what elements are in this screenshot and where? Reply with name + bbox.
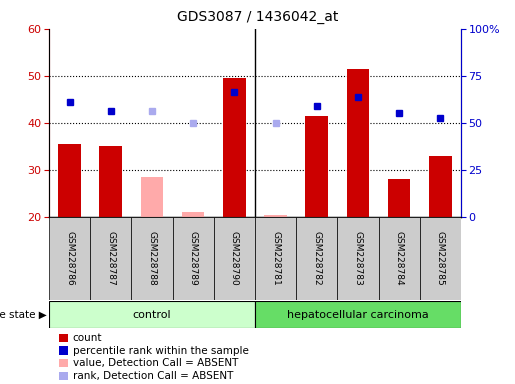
Text: GSM228787: GSM228787: [106, 231, 115, 286]
Text: rank, Detection Call = ABSENT: rank, Detection Call = ABSENT: [73, 371, 233, 381]
Bar: [99, 146, 122, 217]
Text: control: control: [133, 310, 171, 320]
Bar: [214, 217, 255, 300]
Bar: [131, 217, 173, 300]
Bar: [223, 78, 246, 217]
Text: count: count: [73, 333, 102, 343]
Text: percentile rank within the sample: percentile rank within the sample: [73, 346, 249, 356]
Bar: [49, 301, 255, 328]
Bar: [420, 217, 461, 300]
Text: GDS3087 / 1436042_at: GDS3087 / 1436042_at: [177, 10, 338, 23]
Text: disease state ▶: disease state ▶: [0, 310, 46, 320]
Bar: [58, 144, 81, 217]
Bar: [49, 217, 90, 300]
Text: GSM228786: GSM228786: [65, 231, 74, 286]
Bar: [388, 179, 410, 217]
Bar: [347, 69, 369, 217]
Bar: [264, 215, 287, 217]
Bar: [429, 156, 452, 217]
Text: hepatocellular carcinoma: hepatocellular carcinoma: [287, 310, 429, 320]
Bar: [173, 217, 214, 300]
Bar: [182, 212, 204, 217]
Bar: [296, 217, 337, 300]
Text: GSM228782: GSM228782: [312, 231, 321, 286]
Bar: [255, 301, 461, 328]
Text: GSM228789: GSM228789: [188, 231, 198, 286]
Bar: [379, 217, 420, 300]
Text: value, Detection Call = ABSENT: value, Detection Call = ABSENT: [73, 358, 238, 368]
Text: GSM228790: GSM228790: [230, 231, 239, 286]
Text: GSM228788: GSM228788: [147, 231, 157, 286]
Bar: [255, 217, 296, 300]
Text: GSM228784: GSM228784: [394, 231, 404, 286]
Bar: [141, 177, 163, 217]
Text: GSM228785: GSM228785: [436, 231, 445, 286]
Text: GSM228783: GSM228783: [353, 231, 363, 286]
Bar: [337, 217, 379, 300]
Bar: [305, 116, 328, 217]
Bar: [90, 217, 131, 300]
Text: GSM228781: GSM228781: [271, 231, 280, 286]
